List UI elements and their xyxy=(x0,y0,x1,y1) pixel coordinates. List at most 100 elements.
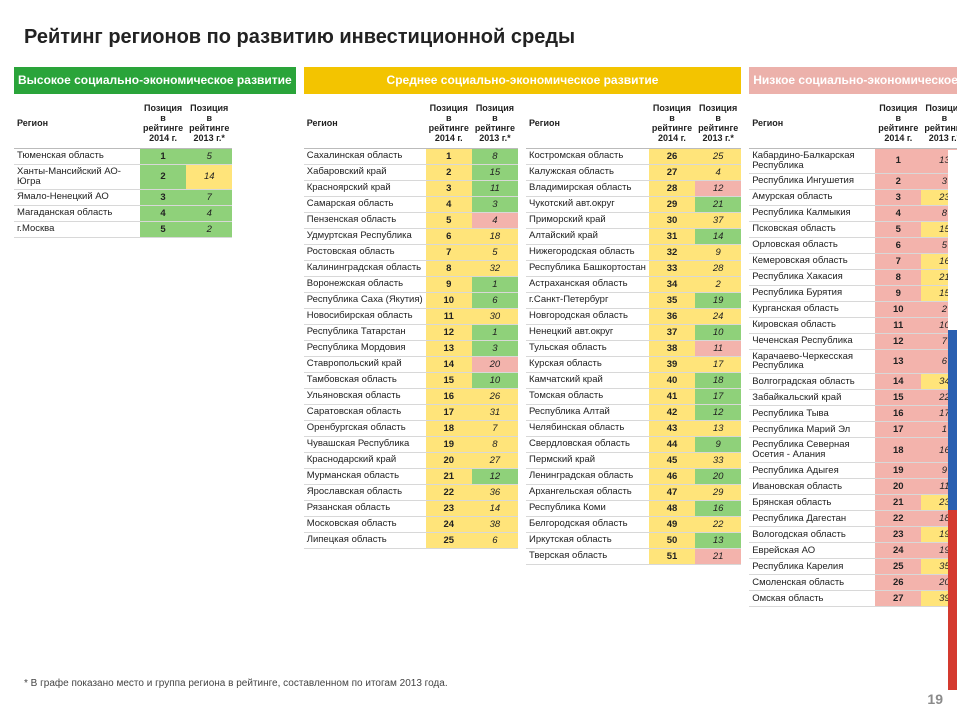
region-cell: Республика Дагестан xyxy=(749,511,875,527)
pos2014-cell: 6 xyxy=(875,237,921,253)
table-row: Мурманская область2112 xyxy=(304,468,518,484)
table-row: Тамбовская область1510 xyxy=(304,372,518,388)
region-cell: Вологодская область xyxy=(749,527,875,543)
pos2014-cell: 3 xyxy=(875,189,921,205)
region-cell: Липецкая область xyxy=(304,532,426,548)
pos2013-cell: 32 xyxy=(472,260,518,276)
table-row: Псковская область515 xyxy=(749,221,957,237)
table-row: Челябинская область4313 xyxy=(526,420,741,436)
pos2013-cell: 30 xyxy=(472,308,518,324)
region-cell: г.Санкт-Петербург xyxy=(526,292,649,308)
region-cell: Курганская область xyxy=(749,301,875,317)
table-row: Смоленская область2620 xyxy=(749,575,957,591)
pos2014-cell: 4 xyxy=(426,196,472,212)
slide-page: { "page_title": "Рейтинг регионов по раз… xyxy=(0,0,957,717)
region-cell: Республика Адыгея xyxy=(749,463,875,479)
table-row: Кабардино-Балкарская Республика113 xyxy=(749,148,957,173)
table-row: Чувашская Республика198 xyxy=(304,436,518,452)
region-cell: Пензенская область xyxy=(304,212,426,228)
region-cell: Республика Саха (Якутия) xyxy=(304,292,426,308)
region-cell: Тюменская область xyxy=(14,148,140,164)
group-header: Среднее социально-экономическое развитие xyxy=(304,67,741,94)
table-row: Республика Марий Эл171 xyxy=(749,422,957,438)
region-cell: Чукотский авт.округ xyxy=(526,196,649,212)
table-row: Ульяновская область1626 xyxy=(304,388,518,404)
region-cell: Республика Бурятия xyxy=(749,285,875,301)
pos2014-cell: 2 xyxy=(426,164,472,180)
rating-table: РегионПозиция в рейтинге 2014 г.Позиция … xyxy=(749,100,957,607)
pos2014-cell: 48 xyxy=(649,500,695,516)
pos2014-cell: 7 xyxy=(875,253,921,269)
pos2014-cell: 3 xyxy=(426,180,472,196)
region-cell: Иркутская область xyxy=(526,532,649,548)
table-row: Волгоградская область1434 xyxy=(749,374,957,390)
region-cell: Ленинградская область xyxy=(526,468,649,484)
pos2013-cell: 19 xyxy=(695,292,741,308)
region-cell: Республика Мордовия xyxy=(304,340,426,356)
table-row: Нижегородская область329 xyxy=(526,244,741,260)
rating-table: РегионПозиция в рейтинге 2014 г.Позиция … xyxy=(304,100,518,549)
region-cell: Омская область xyxy=(749,591,875,607)
column-header: Регион xyxy=(526,100,649,148)
table-row: Саратовская область1731 xyxy=(304,404,518,420)
region-cell: Калужская область xyxy=(526,164,649,180)
group-yellow: Среднее социально-экономическое развитие… xyxy=(304,67,741,607)
region-cell: Краснодарский край xyxy=(304,452,426,468)
pos2014-cell: 1 xyxy=(875,148,921,173)
table-row: Краснодарский край2027 xyxy=(304,452,518,468)
table-row: Ставропольский край1420 xyxy=(304,356,518,372)
pos2013-cell: 10 xyxy=(695,324,741,340)
region-cell: Сахалинская область xyxy=(304,148,426,164)
region-cell: Ханты-Мансийский АО-Югра xyxy=(14,164,140,189)
pos2014-cell: 27 xyxy=(875,591,921,607)
region-cell: Курская область xyxy=(526,356,649,372)
pos2013-cell: 8 xyxy=(472,148,518,164)
rating-boards: Высокое социально-экономическое развитие… xyxy=(0,67,957,607)
pos2014-cell: 50 xyxy=(649,532,695,548)
table-row: Астраханская область342 xyxy=(526,276,741,292)
pos2014-cell: 9 xyxy=(875,285,921,301)
region-cell: Смоленская область xyxy=(749,575,875,591)
table-row: Республика Алтай4212 xyxy=(526,404,741,420)
region-cell: Воронежская область xyxy=(304,276,426,292)
region-cell: Кабардино-Балкарская Республика xyxy=(749,148,875,173)
table-row: Ярославская область2236 xyxy=(304,484,518,500)
pos2014-cell: 1 xyxy=(140,148,186,164)
table-row: Республика Саха (Якутия)106 xyxy=(304,292,518,308)
pos2014-cell: 17 xyxy=(426,404,472,420)
pos2014-cell: 43 xyxy=(649,420,695,436)
pos2014-cell: 18 xyxy=(426,420,472,436)
pos2013-cell: 5 xyxy=(186,148,232,164)
region-cell: Республика Башкортостан xyxy=(526,260,649,276)
table-row: Новгородская область3624 xyxy=(526,308,741,324)
table-row: Пензенская область54 xyxy=(304,212,518,228)
table-row: Красноярский край311 xyxy=(304,180,518,196)
pos2014-cell: 12 xyxy=(426,324,472,340)
pos2013-cell: 3 xyxy=(472,340,518,356)
pos2013-cell: 6 xyxy=(472,532,518,548)
pos2013-cell: 11 xyxy=(695,340,741,356)
pos2014-cell: 7 xyxy=(426,244,472,260)
pos2013-cell: 2 xyxy=(186,221,232,237)
pos2014-cell: 24 xyxy=(875,543,921,559)
region-cell: Челябинская область xyxy=(526,420,649,436)
pos2013-cell: 33 xyxy=(695,452,741,468)
pos2013-cell: 1 xyxy=(472,276,518,292)
region-cell: Мурманская область xyxy=(304,468,426,484)
column-header: Позиция в рейтинге 2014 г. xyxy=(426,100,472,148)
pos2014-cell: 33 xyxy=(649,260,695,276)
region-cell: Волгоградская область xyxy=(749,374,875,390)
pos2014-cell: 10 xyxy=(875,301,921,317)
region-cell: Томская область xyxy=(526,388,649,404)
table-row: Республика Коми4816 xyxy=(526,500,741,516)
pos2013-cell: 15 xyxy=(472,164,518,180)
pos2014-cell: 5 xyxy=(875,221,921,237)
region-cell: Оренбургская область xyxy=(304,420,426,436)
region-cell: Республика Северная Осетия - Алания xyxy=(749,438,875,463)
pos2014-cell: 30 xyxy=(649,212,695,228)
region-cell: Ненецкий авт.округ xyxy=(526,324,649,340)
pos2013-cell: 17 xyxy=(695,388,741,404)
pos2013-cell: 14 xyxy=(186,164,232,189)
pos2014-cell: 13 xyxy=(875,349,921,374)
pos2013-cell: 9 xyxy=(695,244,741,260)
